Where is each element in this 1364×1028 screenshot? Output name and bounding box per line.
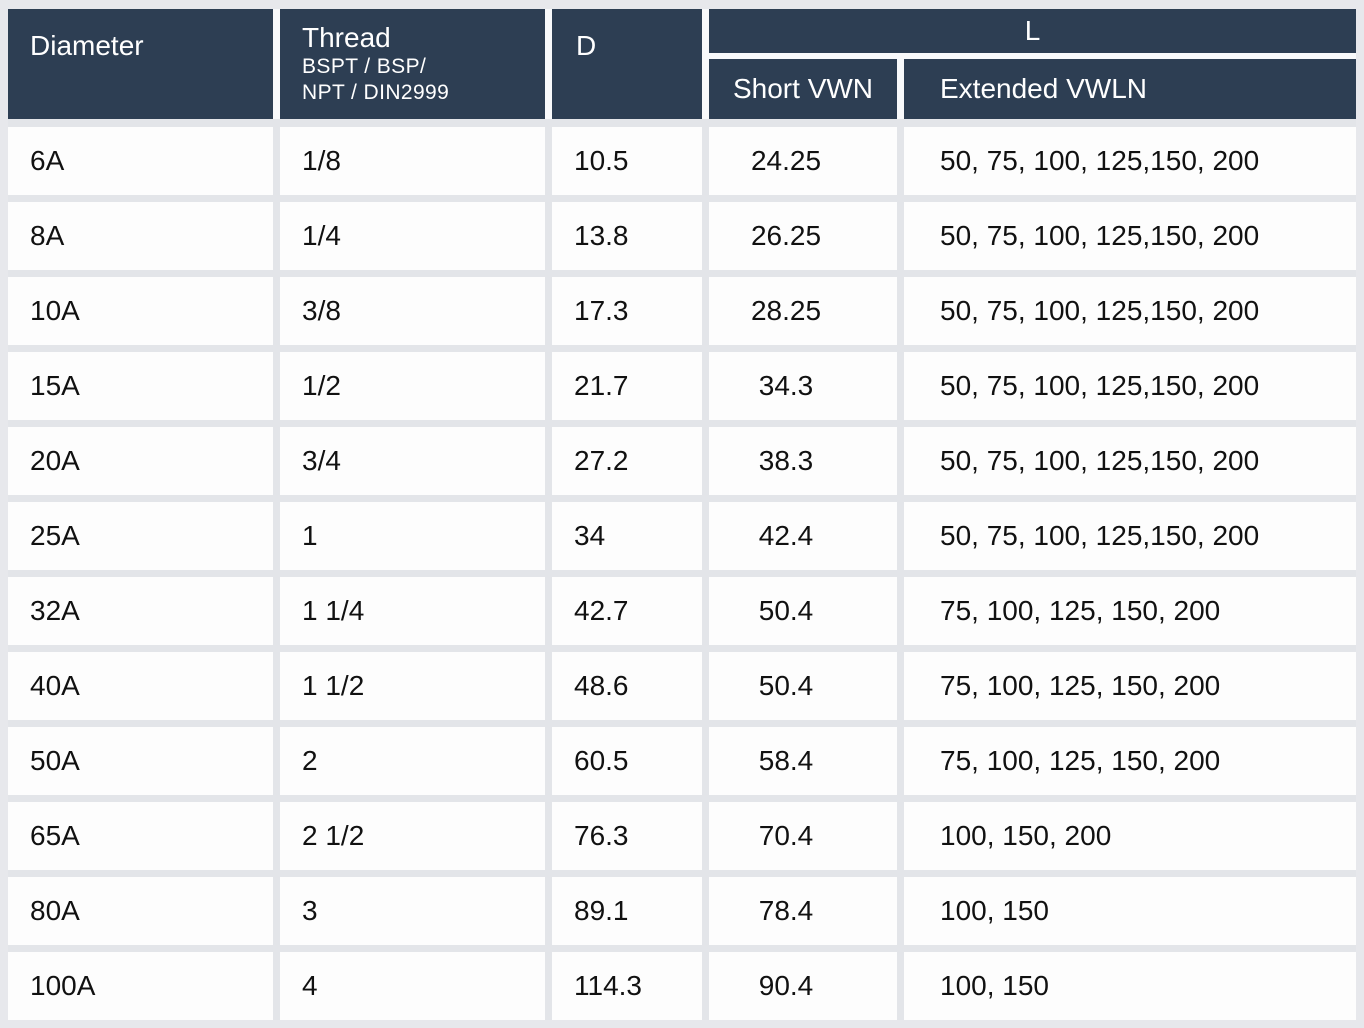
cell-extended-vwln: 50, 75, 100, 125,150, 200 <box>904 277 1356 345</box>
cell-diameter: 20A <box>8 427 273 495</box>
header-short-vwn: Short VWN <box>709 59 897 119</box>
cell-extended-vwln: 50, 75, 100, 125,150, 200 <box>904 502 1356 570</box>
header-diameter: Diameter <box>8 9 273 119</box>
cell-short-vwn: 42.4 <box>709 502 897 570</box>
cell-short-vwn: 50.4 <box>709 577 897 645</box>
cell-extended-vwln: 50, 75, 100, 125,150, 200 <box>904 427 1356 495</box>
cell-short-vwn: 50.4 <box>709 652 897 720</box>
cell-d: 42.7 <box>552 577 702 645</box>
cell-thread: 3 <box>280 877 545 945</box>
cell-extended-vwln: 75, 100, 125, 150, 200 <box>904 652 1356 720</box>
cell-diameter: 25A <box>8 502 273 570</box>
header-diameter-label: Diameter <box>30 30 144 61</box>
cell-short-vwn: 34.3 <box>709 352 897 420</box>
cell-extended-vwln: 100, 150 <box>904 877 1356 945</box>
cell-extended-vwln: 50, 75, 100, 125,150, 200 <box>904 127 1356 195</box>
cell-short-vwn: 28.25 <box>709 277 897 345</box>
header-l-group-label: L <box>1024 15 1041 46</box>
table-row: 100A 4 114.3 90.4 100, 150 <box>8 952 1356 1020</box>
table-row: 20A 3/4 27.2 38.3 50, 75, 100, 125,150, … <box>8 427 1356 495</box>
table-row: 40A 1 1/2 48.6 50.4 75, 100, 125, 150, 2… <box>8 652 1356 720</box>
header-thread-title: Thread <box>302 22 391 53</box>
cell-thread: 2 1/2 <box>280 802 545 870</box>
cell-diameter: 32A <box>8 577 273 645</box>
cell-d: 76.3 <box>552 802 702 870</box>
header-thread: Thread BSPT / BSP/ NPT / DIN2999 <box>280 9 545 119</box>
cell-d: 17.3 <box>552 277 702 345</box>
table-row: 65A 2 1/2 76.3 70.4 100, 150, 200 <box>8 802 1356 870</box>
cell-short-vwn: 78.4 <box>709 877 897 945</box>
cell-short-vwn: 38.3 <box>709 427 897 495</box>
table-row: 6A 1/8 10.5 24.25 50, 75, 100, 125,150, … <box>8 127 1356 195</box>
table-row: 8A 1/4 13.8 26.25 50, 75, 100, 125,150, … <box>8 202 1356 270</box>
cell-short-vwn: 24.25 <box>709 127 897 195</box>
cell-extended-vwln: 50, 75, 100, 125,150, 200 <box>904 202 1356 270</box>
cell-diameter: 15A <box>8 352 273 420</box>
cell-d: 60.5 <box>552 727 702 795</box>
cell-thread: 1/8 <box>280 127 545 195</box>
cell-diameter: 65A <box>8 802 273 870</box>
table-row: 10A 3/8 17.3 28.25 50, 75, 100, 125,150,… <box>8 277 1356 345</box>
cell-d: 34 <box>552 502 702 570</box>
table-row: 25A 1 34 42.4 50, 75, 100, 125,150, 200 <box>8 502 1356 570</box>
header-extended-vwln: Extended VWLN <box>904 59 1356 119</box>
table-row: 32A 1 1/4 42.7 50.4 75, 100, 125, 150, 2… <box>8 577 1356 645</box>
header-thread-standards-line1: BSPT / BSP/ <box>302 55 427 78</box>
cell-extended-vwln: 100, 150, 200 <box>904 802 1356 870</box>
table-row: 80A 3 89.1 78.4 100, 150 <box>8 877 1356 945</box>
cell-short-vwn: 90.4 <box>709 952 897 1020</box>
header-extended-vwln-label: Extended VWLN <box>940 73 1147 104</box>
header-l-group: L <box>709 9 1356 53</box>
cell-diameter: 10A <box>8 277 273 345</box>
table-header: Diameter Thread BSPT / BSP/ NPT / DIN299… <box>8 9 1356 119</box>
cell-thread: 1 1/4 <box>280 577 545 645</box>
cell-thread: 1 <box>280 502 545 570</box>
cell-diameter: 6A <box>8 127 273 195</box>
cell-d: 89.1 <box>552 877 702 945</box>
cell-diameter: 8A <box>8 202 273 270</box>
table-row: 50A 2 60.5 58.4 75, 100, 125, 150, 200 <box>8 727 1356 795</box>
cell-extended-vwln: 100, 150 <box>904 952 1356 1020</box>
cell-diameter: 40A <box>8 652 273 720</box>
cell-diameter: 100A <box>8 952 273 1020</box>
header-short-vwn-label: Short VWN <box>732 73 874 104</box>
cell-diameter: 80A <box>8 877 273 945</box>
cell-thread: 3/4 <box>280 427 545 495</box>
cell-diameter: 50A <box>8 727 273 795</box>
cell-thread: 1 1/2 <box>280 652 545 720</box>
cell-short-vwn: 26.25 <box>709 202 897 270</box>
cell-short-vwn: 58.4 <box>709 727 897 795</box>
cell-d: 27.2 <box>552 427 702 495</box>
cell-thread: 1/4 <box>280 202 545 270</box>
table-body: 6A 1/8 10.5 24.25 50, 75, 100, 125,150, … <box>8 119 1356 1020</box>
cell-extended-vwln: 75, 100, 125, 150, 200 <box>904 727 1356 795</box>
table-row: 15A 1/2 21.7 34.3 50, 75, 100, 125,150, … <box>8 352 1356 420</box>
cell-extended-vwln: 75, 100, 125, 150, 200 <box>904 577 1356 645</box>
cell-thread: 1/2 <box>280 352 545 420</box>
cell-thread: 4 <box>280 952 545 1020</box>
cell-thread: 3/8 <box>280 277 545 345</box>
cell-d: 13.8 <box>552 202 702 270</box>
cell-thread: 2 <box>280 727 545 795</box>
cell-extended-vwln: 50, 75, 100, 125,150, 200 <box>904 352 1356 420</box>
header-d: D <box>552 9 702 119</box>
cell-short-vwn: 70.4 <box>709 802 897 870</box>
cell-d: 114.3 <box>552 952 702 1020</box>
header-d-label: D <box>576 30 597 61</box>
cell-d: 48.6 <box>552 652 702 720</box>
cell-d: 21.7 <box>552 352 702 420</box>
cell-d: 10.5 <box>552 127 702 195</box>
header-thread-standards-line2: NPT / DIN2999 <box>302 81 450 104</box>
